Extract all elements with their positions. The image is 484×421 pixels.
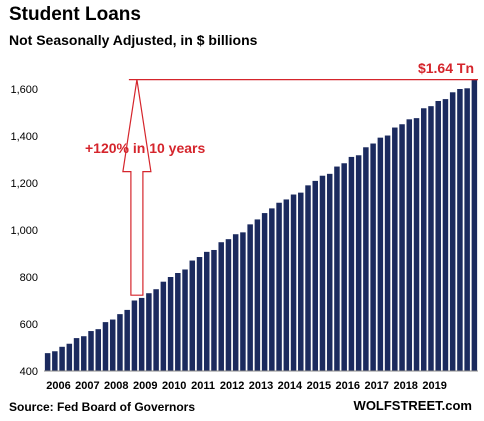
x-tick-label: 2008 <box>104 380 128 392</box>
bar <box>254 219 261 371</box>
x-tick-label: 2014 <box>278 380 303 392</box>
bar <box>305 185 311 371</box>
bar <box>449 92 456 371</box>
bar <box>153 289 159 371</box>
bar <box>232 234 239 371</box>
bar <box>442 99 449 372</box>
bar <box>240 232 246 371</box>
growth-label: +120% in 10 years <box>85 140 205 156</box>
bar <box>182 269 188 371</box>
bar <box>52 351 58 371</box>
bar <box>283 199 290 371</box>
y-tick-label: 1,400 <box>10 131 38 143</box>
bar <box>355 155 362 371</box>
x-tick-label: 2016 <box>336 380 360 392</box>
bar <box>471 79 478 371</box>
bar <box>117 314 123 371</box>
bar <box>138 297 145 371</box>
bar <box>66 343 73 371</box>
x-tick-label: 2010 <box>162 380 186 392</box>
brand-label: WOLFSTREET.com <box>353 398 472 413</box>
chart-title: Student Loans <box>9 4 141 25</box>
bar <box>457 89 463 371</box>
bar <box>428 106 434 371</box>
bar <box>88 331 94 371</box>
chart-subtitle: Not Seasonally Adjusted, in $ billions <box>9 32 258 48</box>
bar <box>269 208 275 371</box>
bar <box>421 108 427 372</box>
bars <box>44 79 478 372</box>
bar <box>167 277 174 371</box>
bar <box>406 119 413 371</box>
y-tick-label: 800 <box>20 272 38 284</box>
x-tick-label: 2007 <box>75 380 99 392</box>
bar <box>218 242 224 371</box>
bar <box>290 194 297 371</box>
bar <box>276 202 282 371</box>
bar <box>348 156 355 371</box>
bar <box>196 257 203 371</box>
x-tick-label: 2009 <box>133 380 157 392</box>
bar <box>377 137 384 371</box>
bar <box>298 192 304 371</box>
x-axis: 2006 2007 2008 2009 2010 2011 2012 2013 2014 2015… <box>44 370 478 392</box>
source-note: Source: Fed Board of Governors <box>9 400 196 414</box>
bar <box>399 124 405 371</box>
y-tick-label: 400 <box>20 366 38 378</box>
bar <box>124 309 130 371</box>
bar <box>44 353 51 371</box>
x-tick-label: 2017 <box>364 380 388 392</box>
bar <box>319 175 326 371</box>
bar <box>204 251 210 371</box>
bar <box>225 239 232 371</box>
y-tick-label: 1,200 <box>10 178 38 190</box>
x-tick-label: 2019 <box>422 380 446 392</box>
x-tick-label: 2006 <box>46 380 70 392</box>
x-tick-label: 2011 <box>191 380 215 392</box>
bar <box>261 213 268 371</box>
x-tick-label: 2013 <box>249 380 273 392</box>
bar <box>59 346 65 371</box>
x-tick-label: 2012 <box>220 380 244 392</box>
bar <box>341 163 347 371</box>
y-tick-label: 1,000 <box>10 225 38 237</box>
bar <box>363 147 369 371</box>
bar <box>334 166 340 371</box>
y-axis: 400 600 800 1,000 1,200 1,400 1,600 <box>10 84 38 378</box>
y-tick-label: 600 <box>20 319 38 331</box>
bar <box>326 173 333 371</box>
bar <box>312 180 318 371</box>
bar <box>392 127 398 371</box>
bar <box>384 135 391 371</box>
bar <box>146 293 152 371</box>
bar <box>175 273 181 371</box>
y-tick-label: 1,600 <box>10 84 38 96</box>
bar <box>102 322 109 371</box>
x-tick-label: 2018 <box>393 380 417 392</box>
bar <box>131 300 138 371</box>
bar <box>370 143 376 371</box>
growth-arrow <box>122 79 152 296</box>
bar <box>464 88 470 372</box>
bar <box>189 260 196 371</box>
bar <box>413 118 420 371</box>
end-value-label: $1.64 Tn <box>418 60 474 76</box>
bar <box>73 338 80 371</box>
bar <box>81 336 87 371</box>
annotations: +120% in 10 years $1.64 Tn <box>85 60 478 296</box>
x-tick-label: 2015 <box>307 380 331 392</box>
bar <box>160 281 167 371</box>
bar <box>435 100 441 372</box>
bar <box>211 249 217 371</box>
bar <box>95 329 101 371</box>
bar <box>247 224 253 371</box>
bar <box>109 319 116 371</box>
